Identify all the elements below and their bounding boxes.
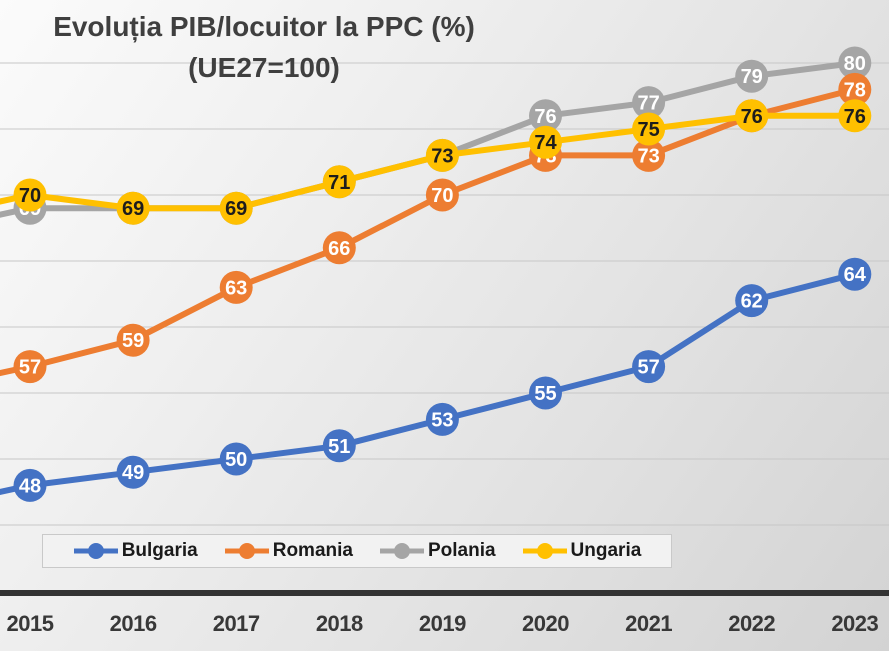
data-point-label: 75 [637, 119, 659, 141]
data-point-marker [116, 191, 150, 225]
data-point-label: 76 [741, 106, 763, 128]
data-point-marker [219, 270, 253, 304]
x-axis-line [0, 590, 889, 596]
data-point-marker [838, 46, 872, 80]
data-point-label: 66 [328, 238, 350, 260]
series-line [0, 271, 858, 495]
data-point-marker [322, 429, 356, 463]
data-point-marker [13, 350, 47, 384]
x-axis-label: 2015 [6, 611, 54, 636]
data-point-label: 74 [534, 132, 557, 154]
legend-line-marker-icon [379, 543, 424, 559]
x-axis-label: 2019 [418, 611, 466, 636]
series-ungaria: 70 69 69 71 73 74 75 76 76 [0, 99, 872, 225]
data-point-marker [322, 231, 356, 265]
data-point-label: 70 [19, 185, 41, 207]
series-bulgaria: 48 49 50 51 53 55 57 62 64 [0, 257, 872, 502]
data-point-label: 53 [431, 409, 453, 431]
series-line [0, 86, 858, 377]
chart-title-line2: (UE27=100) [188, 52, 340, 84]
data-point-marker [838, 257, 872, 291]
data-point-marker [529, 376, 562, 410]
data-point-label: 80 [844, 53, 866, 75]
legend-item-ungaria: Ungaria [522, 540, 642, 562]
data-point-label: 79 [741, 66, 763, 88]
data-point-marker [116, 323, 150, 357]
legend-item-bulgaria: Bulgaria [73, 540, 198, 562]
chart-title-line1: Evoluția PIB/locuitor la PPC (%) [53, 11, 475, 42]
data-point-marker [735, 59, 769, 93]
data-point-marker [116, 455, 150, 489]
data-point-label: 73 [431, 145, 453, 167]
chart-title: Evoluția PIB/locuitor la PPC (%) (UE27=1… [18, 6, 510, 89]
legend-item-polania: Polania [379, 540, 496, 562]
data-point-marker [219, 442, 253, 476]
data-point-marker [632, 138, 666, 172]
x-axis-label: 2017 [212, 611, 260, 636]
x-axis-label: 2022 [728, 611, 776, 636]
data-point-marker [322, 165, 356, 199]
data-point-label: 77 [637, 93, 659, 115]
data-point-label: 57 [637, 357, 659, 379]
chart-legend: Bulgaria Romania Polania Ungaria [42, 534, 672, 568]
data-point-label: 63 [225, 277, 247, 299]
data-point-marker [632, 86, 666, 120]
data-point-label: 57 [19, 357, 41, 379]
data-point-marker [632, 350, 666, 384]
data-point-marker [13, 468, 47, 502]
data-point-marker [838, 99, 872, 133]
legend-item-romania: Romania [224, 540, 353, 562]
legend-line-marker-icon [73, 543, 118, 559]
data-point-marker [735, 99, 769, 133]
data-point-marker [735, 284, 769, 318]
legend-label: Polania [427, 540, 496, 561]
data-point-marker [13, 178, 47, 212]
legend-label: Romania [272, 540, 353, 561]
data-point-marker [529, 125, 562, 159]
x-axis-label: 2018 [315, 611, 363, 636]
data-point-label: 51 [328, 436, 350, 458]
legend-label: Ungaria [570, 540, 642, 561]
data-point-label: 71 [328, 172, 350, 194]
data-point-label: 69 [225, 198, 247, 220]
legend-line-marker-icon [224, 543, 269, 559]
x-axis-label: 2016 [109, 611, 157, 636]
x-axis-label: 2023 [831, 611, 879, 636]
data-point-marker [219, 191, 253, 225]
data-point-marker [632, 112, 666, 146]
data-point-label: 76 [534, 106, 556, 128]
data-point-label: 59 [122, 330, 144, 352]
data-point-marker [425, 402, 459, 436]
data-point-label: 55 [534, 383, 556, 405]
data-point-label: 64 [844, 264, 867, 286]
data-point-marker [838, 72, 872, 106]
data-point-label: 69 [122, 198, 144, 220]
x-axis-label: 2020 [522, 611, 569, 636]
data-point-label: 70 [431, 185, 453, 207]
series-line [0, 112, 858, 212]
data-point-label: 78 [844, 79, 866, 101]
legend-label: Bulgaria [121, 540, 198, 561]
data-point-marker [529, 99, 562, 133]
data-point-label: 73 [637, 145, 659, 167]
legend-line-marker-icon [522, 543, 567, 559]
data-point-label: 50 [225, 449, 247, 471]
data-point-label: 76 [844, 106, 866, 128]
data-point-marker [425, 178, 459, 212]
data-point-marker [425, 138, 459, 172]
x-axis-label: 2021 [625, 611, 673, 636]
series-romania: 57 59 63 66 70 73 73 76 78 [0, 72, 872, 384]
data-point-label: 48 [19, 475, 41, 497]
data-point-label: 62 [741, 291, 763, 313]
data-point-label: 49 [122, 462, 144, 484]
